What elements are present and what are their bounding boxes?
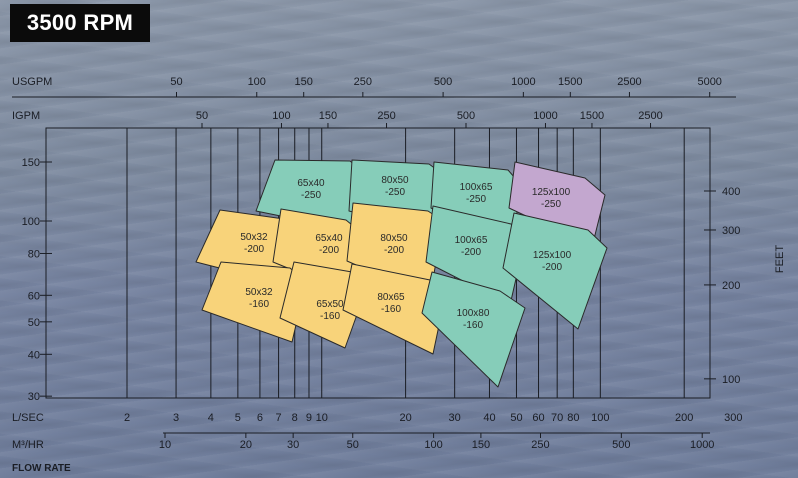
lsec-tick-label: 100 (591, 412, 609, 424)
pump-model-label: 125x100 (533, 250, 572, 261)
m3hr-tick-label: 250 (531, 439, 549, 451)
pump-size-label: -160 (249, 299, 269, 310)
pump-size-label: -250 (301, 190, 321, 201)
m3hr-tick-label: 500 (612, 439, 630, 451)
pump-size-label: -200 (244, 244, 264, 255)
pump-model-label: 50x32 (240, 232, 268, 243)
pump-model-label: 80x50 (380, 233, 408, 244)
feet-tick-label: 100 (722, 374, 740, 386)
m3hr-tick-label: 150 (472, 439, 490, 451)
pump-model-label: 65x40 (315, 233, 343, 244)
feet-tick-label: 200 (722, 280, 740, 292)
lsec-tick-label: 60 (532, 412, 544, 424)
meters-tick-label: 150 (22, 157, 40, 169)
pump-curve-region[interactable] (421, 271, 526, 388)
pump-size-label: -250 (541, 199, 561, 210)
feet-tick-label: 300 (722, 225, 740, 237)
x-axis-title: FLOW RATE (12, 463, 71, 474)
usgpm-tick-label: 150 (295, 76, 313, 88)
igpm-tick-label: 2500 (638, 110, 662, 122)
igpm-tick-label: 150 (319, 110, 337, 122)
meters-tick-label: 40 (28, 349, 40, 361)
pump-size-label: -160 (463, 320, 483, 331)
m3hr-tick-label: 100 (424, 439, 442, 451)
pump-size-label: -200 (542, 262, 562, 273)
lsec-tick-label: 70 (551, 412, 563, 424)
pump-model-label: 100x80 (457, 308, 490, 319)
pump-model-label: 125x100 (532, 187, 571, 198)
lsec-tick-label: 2 (124, 412, 130, 424)
lsec-tick-label: 200 (675, 412, 693, 424)
feet-tick-label: 400 (722, 186, 740, 198)
lsec-tick-label: 300 (724, 412, 742, 424)
pump-model-label: 65x40 (297, 178, 325, 189)
usgpm-tick-label: 250 (354, 76, 372, 88)
pump-curve-region[interactable] (502, 212, 608, 330)
usgpm-tick-label: 100 (248, 76, 266, 88)
meters-tick-label: 100 (22, 216, 40, 228)
meters-tick-label: 30 (28, 391, 40, 403)
pump-size-label: -200 (384, 245, 404, 256)
lsec-tick-label: 9 (306, 412, 312, 424)
rpm-title: 3500 RPM (10, 4, 150, 42)
igpm-tick-label: 1000 (533, 110, 557, 122)
usgpm-tick-label: 500 (434, 76, 452, 88)
pump-size-label: -250 (466, 194, 486, 205)
lsec-tick-label: 50 (510, 412, 522, 424)
usgpm-tick-label: 50 (170, 76, 182, 88)
igpm-axis-label: IGPM (12, 110, 40, 122)
lsec-axis-label: L/SEC (12, 412, 44, 424)
usgpm-tick-label: 1500 (558, 76, 582, 88)
m3hr-tick-label: 20 (240, 439, 252, 451)
pump-size-label: -160 (320, 311, 340, 322)
usgpm-tick-label: 5000 (697, 76, 721, 88)
pump-size-label: -160 (381, 304, 401, 315)
lsec-tick-label: 30 (449, 412, 461, 424)
usgpm-tick-label: 1000 (511, 76, 535, 88)
lsec-tick-label: 8 (292, 412, 298, 424)
pump-model-label: 65x50 (316, 299, 344, 310)
y-axis-title-feet: FEET (774, 245, 786, 273)
usgpm-axis-label: USGPM (12, 76, 52, 88)
pump-model-label: 50x32 (245, 287, 273, 298)
meters-tick-label: 50 (28, 317, 40, 329)
pump-model-label: 100x65 (460, 182, 493, 193)
pump-size-label: -200 (319, 245, 339, 256)
meters-tick-label: 80 (28, 248, 40, 260)
pump-model-label: 80x50 (381, 175, 409, 186)
pump-size-label: -200 (461, 247, 481, 258)
lsec-tick-label: 4 (208, 412, 214, 424)
lsec-tick-label: 40 (483, 412, 495, 424)
pump-model-label: 80x65 (377, 292, 405, 303)
plot-frame (45, 127, 711, 399)
lsec-tick-label: 20 (399, 412, 411, 424)
lsec-tick-label: 10 (316, 412, 328, 424)
usgpm-tick-label: 2500 (617, 76, 641, 88)
lsec-tick-label: 7 (276, 412, 282, 424)
m3hr-tick-label: 50 (347, 439, 359, 451)
igpm-tick-label: 50 (196, 110, 208, 122)
m3hr-tick-label: 10 (159, 439, 171, 451)
igpm-tick-label: 100 (272, 110, 290, 122)
pump-size-label: -250 (385, 187, 405, 198)
igpm-tick-label: 500 (457, 110, 475, 122)
m3hr-tick-label: 1000 (690, 439, 714, 451)
lsec-tick-label: 3 (173, 412, 179, 424)
igpm-tick-label: 1500 (580, 110, 604, 122)
m3hr-axis-label: M³/HR (12, 439, 44, 451)
lsec-tick-label: 6 (257, 412, 263, 424)
meters-tick-label: 60 (28, 290, 40, 302)
igpm-tick-label: 250 (377, 110, 395, 122)
m3hr-tick-label: 30 (287, 439, 299, 451)
pump-model-label: 100x65 (455, 235, 488, 246)
lsec-tick-label: 5 (235, 412, 241, 424)
lsec-tick-label: 80 (567, 412, 579, 424)
